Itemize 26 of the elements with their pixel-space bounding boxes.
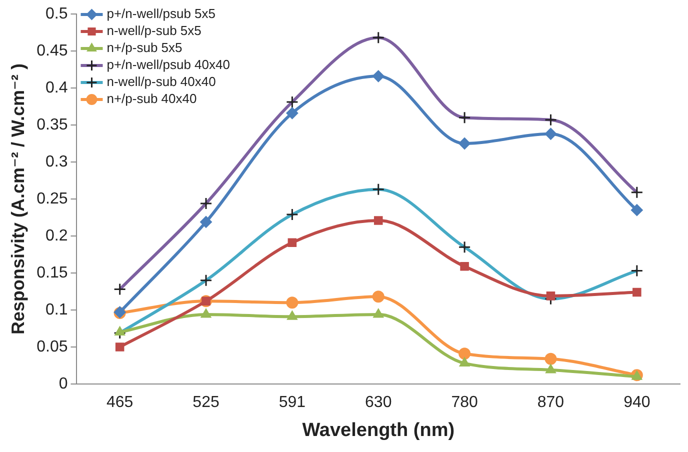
legend-label: n-well/p-sub 40x40	[106, 74, 216, 90]
legend-label: p+/n-well/psub 5x5	[106, 6, 216, 22]
y-tick-label: 0.2	[45, 227, 68, 244]
x-tick-label: 870	[537, 394, 564, 412]
x-tick-label: 465	[106, 394, 134, 412]
x-tick-label: 525	[192, 394, 220, 412]
y-tick-label: 0.05	[36, 338, 68, 356]
y-tick-label: 0.25	[36, 190, 68, 208]
y-tick-label: 0.35	[36, 116, 68, 134]
y-tick-label: 0	[58, 375, 68, 392]
x-tick-label: 940	[624, 394, 650, 412]
y-tick-label: 0.3	[45, 153, 68, 170]
y-tick-label: 0.15	[36, 264, 68, 282]
x-tick-label: 591	[278, 394, 306, 412]
legend-label: n-well/p-sub 5x5	[106, 23, 202, 38]
legend-label: n+/p-sub 5x5	[106, 40, 182, 56]
x-axis-title: Wavelength (nm)	[302, 420, 455, 441]
legend-label: p+/n-well/psub 40x40	[106, 57, 230, 72]
y-tick-label: 0.4	[45, 79, 68, 96]
y-tick-label: 0.45	[36, 42, 68, 60]
x-tick-label: 780	[451, 394, 478, 412]
y-tick-label: 0.1	[45, 301, 68, 318]
x-tick-label: 630	[365, 394, 392, 412]
legend-label: n+/p-sub 40x40	[106, 91, 197, 106]
y-tick-label: 0.5	[45, 5, 68, 22]
y-axis-title: Responsivity (A.cm⁻² / W.cm⁻² )	[8, 63, 28, 335]
